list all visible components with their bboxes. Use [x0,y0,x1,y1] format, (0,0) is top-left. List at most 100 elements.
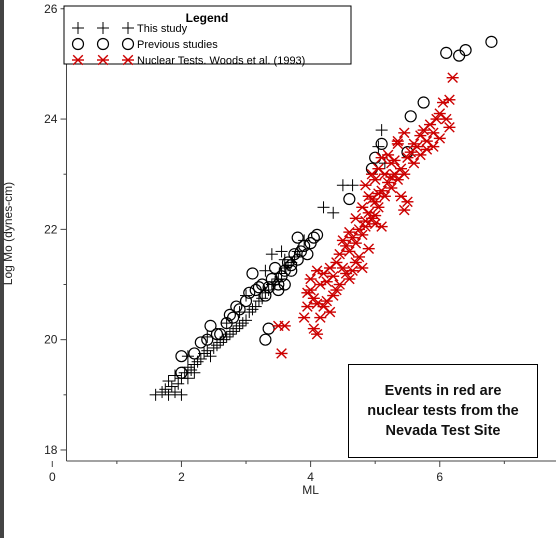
plus-point [159,383,172,396]
plus-point [317,201,330,214]
legend-label: Nuclear Tests. Woods et al. (1993) [137,55,305,67]
asterisk-point [443,94,456,106]
asterisk-point [356,202,369,213]
asterisk-point [320,295,333,307]
y-tick-label: 20 [44,333,58,347]
data-points [149,35,498,401]
legend-entry: Nuclear Tests. Woods et al. (1993) [72,54,305,67]
plus-point [246,303,259,316]
legend-entry: This study [72,22,188,35]
asterisk-point [307,323,320,334]
plus-point [188,366,201,379]
plus-point [175,388,188,401]
plus-point [168,369,181,382]
asterisk-point [427,141,440,152]
asterisk-point [311,328,324,340]
circle-point [230,300,243,313]
circle-point [298,239,311,253]
asterisk-point [356,229,369,241]
circle-point [188,347,201,360]
asterisk-point [330,284,343,296]
plus-point [156,386,169,399]
plus-point [162,375,175,388]
circle-point [214,328,227,341]
circle-point [204,319,217,332]
asterisk-point [369,174,382,186]
legend-marker-plus [97,22,109,34]
x-tick-label: 2 [178,470,185,484]
asterisk-point [275,348,288,359]
asterisk-point [446,72,459,83]
y-tick-label: 26 [44,2,58,16]
circle-point [175,366,188,379]
asterisk-point [411,141,424,152]
plus-point [181,350,194,363]
circle-point [252,281,266,294]
asterisk-point [433,133,446,144]
asterisk-point [395,163,408,174]
plus-point [236,317,249,330]
legend-marker-plus [72,22,84,34]
asterisk-point [443,122,456,133]
plus-point [275,245,288,258]
y-tick-label: 18 [44,443,58,457]
legend-label: This study [137,23,188,35]
asterisk-point [375,221,388,232]
legend-entries: This study Previous studies Nuclear Tests.… [71,22,305,67]
plus-point [165,380,178,393]
asterisk-point [353,251,366,263]
asterisk-point [298,312,311,323]
asterisk-point [372,202,385,213]
circle-point [201,333,214,346]
annotation-callout: Events in red are nuclear tests from the… [348,364,538,458]
legend-label: Previous studies [137,39,218,51]
plus-point [201,344,214,357]
circle-point [256,278,269,291]
plus-point [240,314,253,327]
plus-point [265,248,278,261]
legend: Legend This study Previous studies Nuclear… [63,5,352,67]
plus-point [227,325,240,338]
circle-point [417,96,430,109]
x-axis-title: ML [302,483,319,497]
asterisk-point [343,246,356,257]
circle-point [272,283,285,297]
asterisk-point [359,179,372,191]
asterisk-point [391,138,404,150]
asterisk-point [346,232,359,243]
asterisk-point [407,157,420,169]
asterisk-point [349,213,362,224]
circle-point [291,253,304,266]
legend-marker-asterisk [122,54,134,66]
asterisk-point [336,262,349,274]
asterisk-point [333,248,346,260]
circle-point [227,311,240,324]
plus-point [230,322,243,335]
y-tick-label: 24 [44,112,58,126]
legend-marker-circle [121,37,135,51]
x-tick-label: 6 [436,470,443,484]
circle-point [223,308,236,321]
asterisk-point [323,306,336,318]
asterisk-point [340,240,353,252]
asterisk-point [278,320,291,332]
circle-point [239,294,253,308]
circle-point [453,49,466,62]
plus-point [327,206,340,219]
legend-title: Legend [186,11,229,25]
legend-marker-circle [96,37,110,51]
circle-point [175,350,188,363]
circle-point [246,267,259,280]
circle-point [291,231,304,244]
circle-point [262,322,275,335]
circle-point [233,303,246,316]
circle-point [343,192,356,206]
circle-point [375,137,388,150]
plus-point [372,140,385,153]
legend-marker-asterisk [97,54,109,66]
x-tick-label: 4 [307,470,314,484]
asterisk-point [327,270,340,282]
